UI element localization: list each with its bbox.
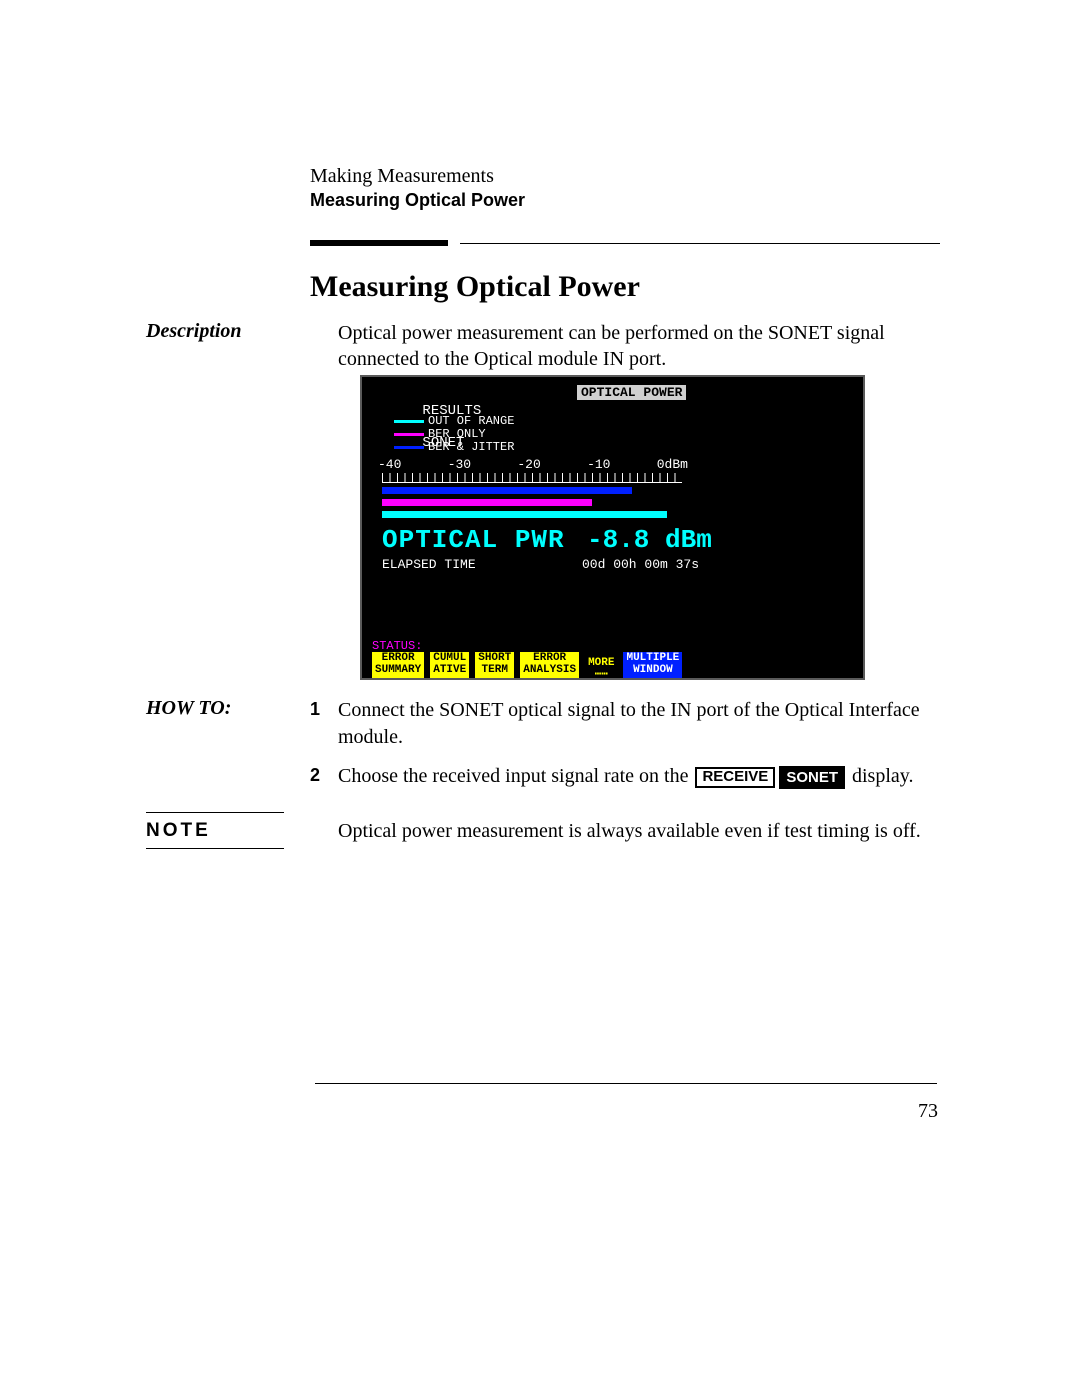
softkey-more[interactable]: MORE ⋯⋯ <box>585 652 617 680</box>
step-text: Choose the received input signal rate on… <box>338 763 930 790</box>
softkey-cumulative[interactable]: CUMUL ATIVE <box>430 652 469 680</box>
range-bar-ber-only <box>382 499 592 506</box>
tick-label: -30 <box>448 457 471 472</box>
tick-label: 0dBm <box>657 457 688 472</box>
note-rule-bottom <box>146 848 284 849</box>
legend-swatch-ber-jitter <box>394 446 424 449</box>
softkey-row: ERROR SUMMARY CUMUL ATIVE SHORT TERM ERR… <box>372 652 682 680</box>
howto-step-2: 2 Choose the received input signal rate … <box>310 763 930 790</box>
legend-swatch-ber-only <box>394 433 424 436</box>
label-note: NOTE <box>146 820 211 842</box>
step-number: 1 <box>310 697 338 751</box>
note-rule-top <box>146 812 284 813</box>
sonet-button[interactable]: SONET <box>779 766 845 790</box>
softkey-error-summary[interactable]: ERROR SUMMARY <box>372 652 424 680</box>
page-title: Measuring Optical Power <box>310 270 640 304</box>
tick-label: -40 <box>378 457 401 472</box>
tick-label: -20 <box>517 457 540 472</box>
elapsed-time-value: 00d 00h 00m 37s <box>582 557 699 572</box>
footer-rule <box>315 1083 937 1084</box>
page-number: 73 <box>918 1100 938 1123</box>
note-text: Optical power measurement is always avai… <box>338 820 948 843</box>
legend-text-ber-jitter: BER & JITTER <box>428 440 514 454</box>
softkey-error-analysis[interactable]: ERROR ANALYSIS <box>520 652 579 680</box>
status-label: STATUS: <box>372 639 422 653</box>
step-text: Connect the SONET optical signal to the … <box>338 697 930 751</box>
elapsed-time-label: ELAPSED TIME <box>382 557 476 572</box>
step-text-pre: Choose the received input signal rate on… <box>338 765 693 787</box>
step-number: 2 <box>310 763 338 790</box>
optical-power-label: OPTICAL PWR <box>382 525 565 555</box>
running-header: Making Measurements Measuring Optical Po… <box>310 163 525 212</box>
softkey-short-term[interactable]: SHORT TERM <box>475 652 514 680</box>
howto-list: 1 Connect the SONET optical signal to th… <box>310 697 930 802</box>
label-howto: HOW TO: <box>146 697 306 720</box>
legend-swatch-out-of-range <box>394 420 424 423</box>
range-bar-ber-jitter <box>382 487 632 494</box>
header-section: Measuring Optical Power <box>310 189 525 212</box>
legend-text-out-of-range: OUT OF RANGE <box>428 414 514 428</box>
section-rule-thick <box>310 240 448 246</box>
description-text: Optical power measurement can be perform… <box>338 320 938 372</box>
section-rule-thin <box>460 243 940 244</box>
softkey-multiple-window[interactable]: MULTIPLE WINDOW <box>623 652 682 680</box>
crt-tab-optical-power: OPTICAL POWER <box>577 385 686 400</box>
legend-text-ber-only: BER ONLY <box>428 427 486 441</box>
howto-step-1: 1 Connect the SONET optical signal to th… <box>310 697 930 751</box>
instrument-screenshot: RESULTS SONET OPTICAL POWER OUT OF RANGE… <box>360 375 865 680</box>
optical-power-value: -8.8 dBm <box>587 525 712 555</box>
scale-tick-labels: -40 -30 -20 -10 0dBm <box>378 457 688 472</box>
label-description: Description <box>146 320 306 343</box>
document-page: Making Measurements Measuring Optical Po… <box>0 0 1080 1397</box>
scale-ruler-icon <box>382 473 682 483</box>
header-chapter: Making Measurements <box>310 163 525 189</box>
tick-label: -10 <box>587 457 610 472</box>
step-text-post: display. <box>847 765 913 787</box>
receive-button[interactable]: RECEIVE <box>695 767 775 788</box>
range-bar-out-of-range <box>382 511 667 518</box>
